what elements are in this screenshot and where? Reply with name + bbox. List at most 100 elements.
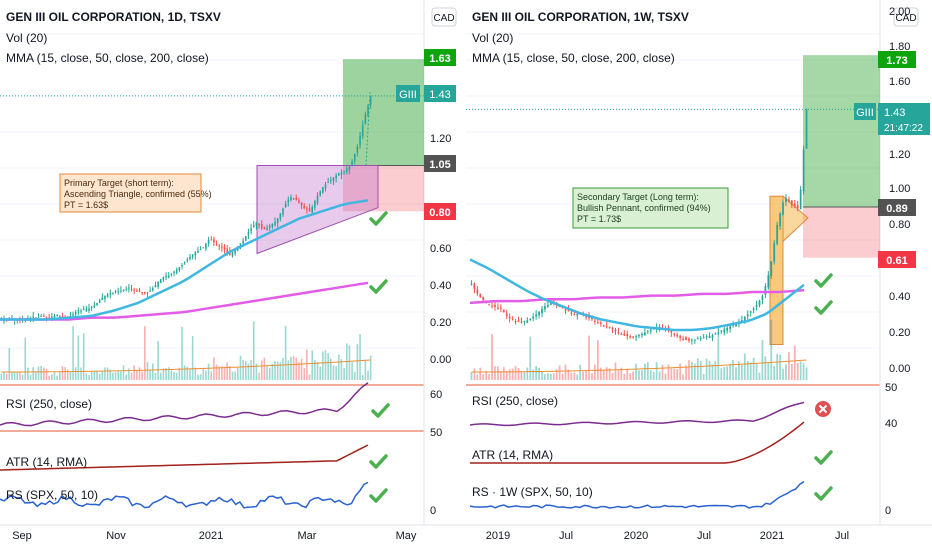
right-rsi-line [469,401,805,427]
volume-bar [13,371,16,380]
candle-body [476,289,479,294]
volume-bar [250,360,252,380]
mma-200-line [0,281,369,321]
candle-body [90,306,93,308]
candle-body [231,252,234,257]
candle-body [735,323,737,327]
right-ytick-0: 2.00 [889,6,910,18]
candle-body [133,289,135,291]
volume-bar [85,373,88,380]
candle-body [776,224,779,244]
candle-body [80,310,82,312]
candle-body [685,337,687,340]
candle-body [268,226,271,228]
candle-body [538,311,540,316]
left-giii-label: GIII [399,89,417,101]
candle-body [488,304,490,306]
left-rs-tick-0: 0 [430,505,436,517]
right-chart-panel[interactable] [466,55,880,509]
candle-body [802,149,805,192]
candle-body [345,168,348,173]
left-loss-zone [343,165,424,212]
left-ytick-4: 0.40 [430,280,451,292]
volume-bar [162,368,165,380]
candle-body [120,290,122,292]
candle-body [170,273,173,275]
candle-body [35,317,37,319]
right-x-axis: 2019 Jul 2020 Jul 2021 Jul [486,530,849,542]
volume-bar [77,335,80,380]
candle-body [705,336,708,338]
left-currency-button[interactable] [431,7,457,27]
candle-body [544,306,546,310]
volume-bar [643,363,646,380]
candle-body [194,252,197,256]
grid-lines [0,0,932,526]
candle-body [279,213,282,219]
volume-bar [327,353,329,380]
volume-bar [682,374,684,380]
volume-bar [479,367,482,380]
left-ytick-5: 0.20 [430,317,451,329]
volume-ma-line [1,359,371,373]
candle-body [743,317,746,322]
candle-body [367,105,369,117]
right-annotation-line2: Bullish Pennant, confirmed (94%) [577,203,711,213]
volume-bar [197,374,199,380]
volume-bar [729,363,731,380]
left-ytick-3: 0.60 [430,243,451,255]
left-annotation-line1: Primary Target (short term): [64,178,174,188]
volume-bar [679,363,682,380]
volume-bar [170,370,173,380]
candle-body [77,310,80,312]
candle-body [311,207,314,213]
volume-bar [785,364,787,380]
candle-body [799,189,802,210]
left-chart-panel[interactable] [0,59,424,509]
candle-body [649,329,652,332]
volume-bar [35,372,37,380]
candle-body [614,329,617,332]
volume-bar [226,362,228,380]
volume-bar [287,360,290,380]
candle-body [125,289,128,291]
volume-bar [735,367,737,380]
candle-body [785,197,787,202]
volume-bar [189,368,191,380]
volume-bar [802,363,805,380]
volume-bar [473,368,476,380]
volume-bar [303,368,306,380]
volume-bar [488,374,490,380]
volume-bar [98,373,101,380]
volume-bar [538,367,540,380]
volume-bar [322,351,324,380]
left-xtick-4: May [396,530,417,542]
volume-bar [231,371,234,380]
candle-body [27,317,29,319]
volume-bar [90,371,93,380]
candle-body [319,191,321,196]
candle-body [58,315,61,317]
candle-body [322,187,324,193]
volume-bar [154,372,157,380]
candle-body [130,289,133,291]
volume-bar [485,370,488,380]
cross-mark [818,404,828,414]
volume-bar [749,362,752,380]
right-stop-value: 0.61 [886,255,907,267]
candle-body [479,293,482,298]
candle-body [473,283,476,290]
left-xtick-1: Nov [106,530,126,542]
candle-body [720,330,723,332]
right-currency-button[interactable] [893,7,919,27]
candle-body [72,313,74,316]
volume-bar [109,369,112,380]
volume-bar [356,344,359,380]
candle-body [635,336,637,338]
left-ytick-6: 0.00 [430,354,451,366]
candle-body [151,287,154,291]
right-loss-zone [803,207,880,258]
candle-body [711,335,714,338]
left-ytick-1: 1.20 [430,133,451,145]
